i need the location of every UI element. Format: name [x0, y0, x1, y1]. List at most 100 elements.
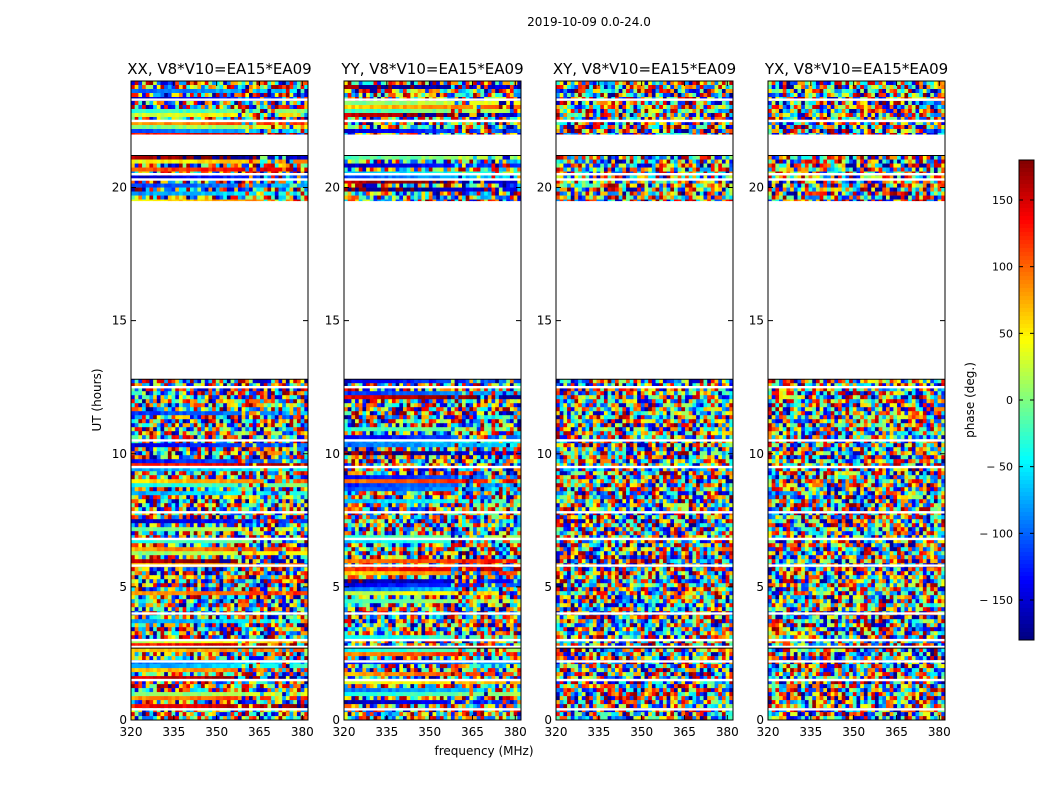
heatmap-cell [142, 431, 147, 436]
heatmap-cell [134, 455, 139, 460]
heatmap-cell [193, 531, 198, 536]
heatmap-cell [230, 391, 235, 396]
heatmap-cell [134, 467, 139, 472]
heatmap-cell [131, 387, 136, 392]
heatmap-cell [134, 503, 139, 508]
heatmap-cell [252, 615, 257, 620]
heatmap-cell [289, 599, 294, 604]
heatmap-cell [241, 491, 246, 496]
heatmap-cell [285, 495, 290, 500]
heatmap-cell [164, 199, 169, 202]
heatmap-cell [215, 587, 220, 592]
heatmap-cell [175, 535, 180, 540]
heatmap-cell [145, 85, 150, 90]
heatmap-cell [145, 427, 150, 432]
heatmap-cell [256, 399, 261, 404]
heatmap-cell [285, 399, 290, 404]
heatmap-cell [197, 575, 202, 580]
heatmap-cell [219, 652, 224, 657]
heatmap-cell [234, 463, 239, 468]
heatmap-cell [208, 623, 213, 628]
heatmap-cell [293, 395, 298, 400]
heatmap-cell [134, 191, 139, 196]
heatmap-cell [204, 415, 209, 420]
heatmap-cell [175, 459, 180, 464]
heatmap-cell [223, 391, 228, 396]
heatmap-cell [252, 676, 257, 681]
heatmap-cell [186, 696, 191, 701]
heatmap-cell [138, 395, 143, 400]
heatmap-cell [271, 523, 276, 528]
heatmap-cell [249, 527, 254, 532]
heatmap-cell [193, 403, 198, 408]
heatmap-cell [289, 676, 294, 681]
heatmap-cell [263, 383, 268, 388]
heatmap-cell [182, 383, 187, 388]
heatmap-cell [285, 712, 290, 717]
heatmap-cell [175, 435, 180, 440]
heatmap-cell [278, 383, 283, 388]
heatmap-cell [167, 676, 172, 681]
heatmap-cell [230, 635, 235, 640]
heatmap-cell [296, 700, 302, 705]
heatmap-cell [197, 635, 202, 640]
heatmap-cell [274, 680, 279, 685]
heatmap-cell [160, 419, 165, 424]
heatmap-cell [252, 395, 257, 400]
heatmap-cell [171, 447, 176, 452]
heatmap-cell [160, 187, 165, 192]
heatmap-cell [252, 427, 257, 432]
heatmap-cell [204, 652, 209, 657]
heatmap-cell [300, 684, 305, 689]
heatmap-cell [134, 615, 139, 620]
heatmap-cell [304, 407, 309, 412]
heatmap-cell [289, 668, 294, 673]
heatmap-cell [230, 93, 235, 98]
heatmap-cell [145, 680, 150, 685]
heatmap-cell [241, 403, 246, 408]
heatmap-cell [208, 419, 213, 424]
heatmap-cell [215, 379, 220, 384]
heatmap-cell [164, 507, 169, 512]
heatmap-cell [171, 696, 176, 701]
heatmap-cell [197, 451, 202, 456]
heatmap-cell [289, 471, 294, 476]
heatmap-cell [263, 527, 268, 532]
heatmap-cell [219, 199, 224, 202]
heatmap-cell [171, 195, 176, 200]
heatmap-cell [138, 85, 143, 90]
heatmap-cell [256, 155, 261, 160]
heatmap-cell [300, 583, 305, 588]
heatmap-cell [201, 183, 206, 188]
heatmap-cell [178, 656, 184, 661]
heatmap-cell [156, 187, 161, 192]
heatmap-cell [131, 491, 136, 496]
heatmap-cell [263, 175, 268, 180]
heatmap-cell [274, 635, 279, 640]
heatmap-cell [134, 696, 139, 701]
heatmap-cell [296, 93, 302, 98]
heatmap-cell [285, 89, 290, 94]
heatmap-cell [212, 639, 217, 644]
heatmap-cell [167, 519, 172, 524]
heatmap-cell [263, 696, 268, 701]
heatmap-cell [274, 199, 279, 202]
heatmap-cell [223, 431, 228, 436]
heatmap-cell [256, 431, 261, 436]
heatmap-cell [134, 423, 139, 428]
heatmap-cell [219, 459, 224, 464]
heatmap-cell [278, 459, 283, 464]
heatmap-cell [160, 543, 165, 548]
heatmap-cell [293, 672, 298, 677]
heatmap-cell [274, 595, 279, 600]
heatmap-cell [234, 712, 239, 717]
heatmap-cell [186, 652, 191, 657]
heatmap-cell [300, 403, 305, 408]
heatmap-cell [138, 696, 143, 701]
heatmap-cell [131, 395, 136, 400]
heatmap-cell [134, 495, 139, 500]
heatmap-cell [260, 191, 265, 196]
heatmap-cell [304, 676, 309, 681]
heatmap-cell [186, 379, 191, 384]
